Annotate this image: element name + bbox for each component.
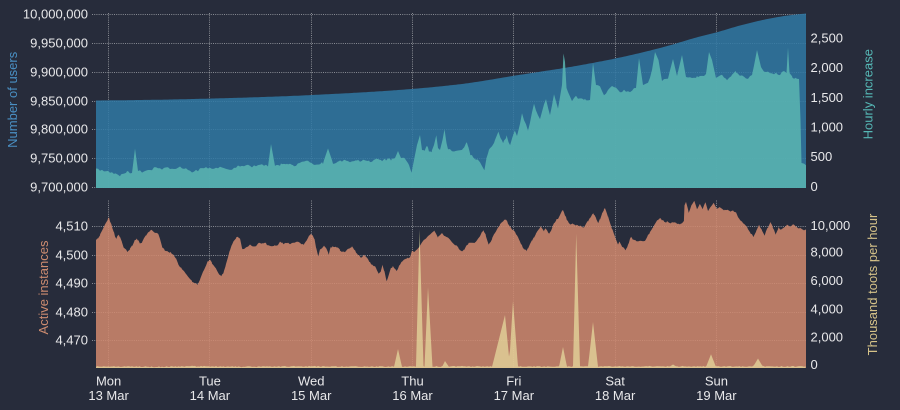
svg-text:1,000: 1,000 <box>811 120 844 135</box>
svg-text:Thu: Thu <box>401 374 423 389</box>
svg-text:Active instances: Active instances <box>36 240 51 334</box>
svg-text:Sat: Sat <box>605 374 625 389</box>
svg-text:4,490: 4,490 <box>55 275 88 290</box>
svg-text:14 Mar: 14 Mar <box>190 388 231 403</box>
svg-text:Mon: Mon <box>96 374 121 389</box>
svg-text:500: 500 <box>811 149 833 164</box>
svg-text:9,700,000: 9,700,000 <box>30 179 88 194</box>
svg-text:16 Mar: 16 Mar <box>392 388 433 403</box>
svg-text:6,000: 6,000 <box>811 273 844 288</box>
svg-text:9,900,000: 9,900,000 <box>30 64 88 79</box>
svg-text:10,000,000: 10,000,000 <box>23 6 88 21</box>
svg-text:8,000: 8,000 <box>811 245 844 260</box>
svg-text:19 Mar: 19 Mar <box>696 388 737 403</box>
svg-text:4,000: 4,000 <box>811 301 844 316</box>
svg-text:Hourly increase: Hourly increase <box>860 49 875 139</box>
svg-text:Wed: Wed <box>298 374 325 389</box>
svg-text:9,750,000: 9,750,000 <box>30 150 88 165</box>
svg-text:Thousand toots per hour: Thousand toots per hour <box>865 213 880 355</box>
svg-text:17 Mar: 17 Mar <box>494 388 535 403</box>
svg-text:4,510: 4,510 <box>55 218 88 233</box>
svg-text:4,470: 4,470 <box>55 332 88 347</box>
svg-text:9,950,000: 9,950,000 <box>30 35 88 50</box>
svg-text:10,000: 10,000 <box>811 218 851 233</box>
svg-text:18 Mar: 18 Mar <box>595 388 636 403</box>
svg-text:9,800,000: 9,800,000 <box>30 121 88 136</box>
svg-text:2,000: 2,000 <box>811 60 844 75</box>
svg-text:0: 0 <box>811 357 818 372</box>
svg-text:1,500: 1,500 <box>811 90 844 105</box>
svg-text:4,500: 4,500 <box>55 247 88 262</box>
svg-text:13 Mar: 13 Mar <box>88 388 129 403</box>
svg-text:4,480: 4,480 <box>55 304 88 319</box>
svg-text:2,500: 2,500 <box>811 30 844 45</box>
svg-text:Fri: Fri <box>506 374 521 389</box>
svg-text:Tue: Tue <box>199 374 221 389</box>
svg-text:0: 0 <box>811 179 818 194</box>
svg-text:9,850,000: 9,850,000 <box>30 93 88 108</box>
svg-text:Number of users: Number of users <box>5 51 20 148</box>
svg-text:15 Mar: 15 Mar <box>291 388 332 403</box>
svg-text:Sun: Sun <box>705 374 728 389</box>
svg-text:2,000: 2,000 <box>811 329 844 344</box>
